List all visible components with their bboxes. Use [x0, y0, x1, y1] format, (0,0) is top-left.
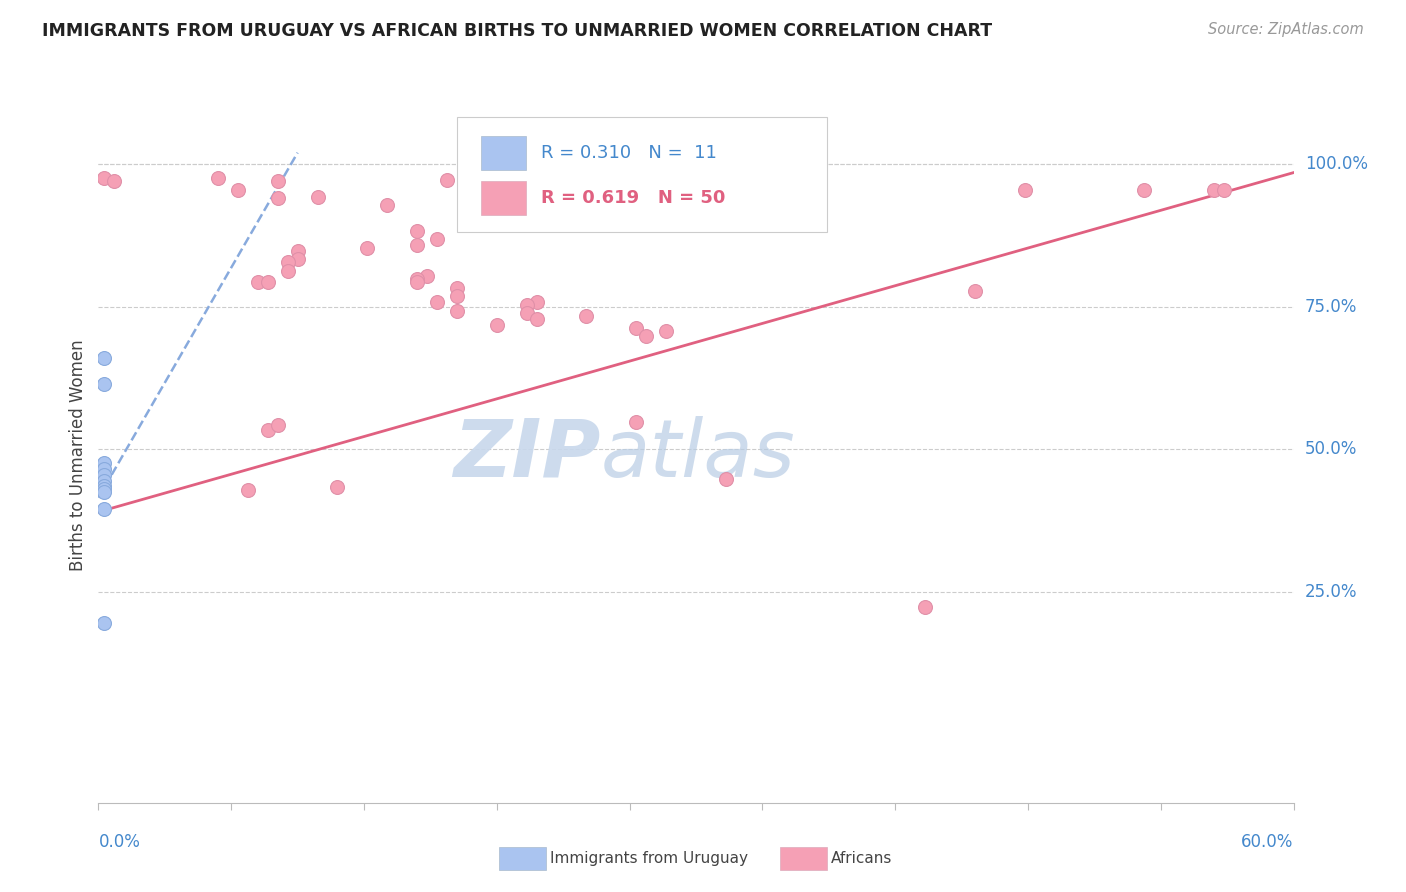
Text: ZIP: ZIP — [453, 416, 600, 494]
Point — [356, 241, 378, 255]
Point — [485, 173, 508, 187]
Point — [277, 255, 299, 269]
Text: atlas: atlas — [600, 416, 796, 494]
Point — [714, 472, 737, 486]
Point — [1212, 183, 1234, 197]
Point — [406, 272, 429, 286]
Point — [93, 479, 115, 493]
Text: IMMIGRANTS FROM URUGUAY VS AFRICAN BIRTHS TO UNMARRIED WOMEN CORRELATION CHART: IMMIGRANTS FROM URUGUAY VS AFRICAN BIRTH… — [42, 22, 993, 40]
Y-axis label: Births to Unmarried Women: Births to Unmarried Women — [69, 339, 87, 571]
Point — [406, 238, 429, 252]
Point — [446, 281, 468, 295]
Text: 25.0%: 25.0% — [1305, 582, 1357, 601]
Point — [636, 329, 658, 343]
Point — [426, 232, 449, 246]
Point — [287, 244, 309, 258]
Point — [326, 480, 349, 494]
Bar — [481, 136, 526, 169]
Point — [93, 485, 115, 500]
Point — [426, 295, 449, 310]
Point — [446, 289, 468, 303]
Text: R = 0.619   N = 50: R = 0.619 N = 50 — [540, 189, 725, 207]
Point — [655, 324, 678, 338]
Text: Africans: Africans — [831, 851, 893, 865]
Point — [456, 210, 478, 224]
Point — [406, 275, 429, 289]
Point — [267, 174, 290, 188]
Point — [1202, 183, 1225, 197]
Point — [267, 191, 290, 205]
Point — [256, 424, 278, 438]
Point — [93, 502, 115, 516]
Point — [575, 310, 598, 324]
Point — [526, 312, 548, 326]
Point — [93, 457, 115, 471]
Point — [103, 174, 125, 188]
Text: R = 0.310   N =  11: R = 0.310 N = 11 — [540, 144, 717, 162]
Text: 60.0%: 60.0% — [1241, 833, 1294, 851]
Point — [287, 252, 309, 267]
Point — [475, 180, 498, 194]
Point — [416, 269, 439, 284]
Point — [485, 318, 508, 332]
Point — [93, 467, 115, 482]
Text: Immigrants from Uruguay: Immigrants from Uruguay — [550, 851, 748, 865]
Point — [93, 171, 115, 186]
Point — [375, 198, 398, 212]
Point — [526, 295, 548, 310]
Point — [624, 415, 647, 429]
Point — [624, 320, 647, 334]
Point — [446, 303, 468, 318]
Point — [93, 351, 115, 365]
Text: 100.0%: 100.0% — [1305, 155, 1368, 173]
Point — [246, 275, 269, 289]
Point — [226, 183, 249, 197]
Point — [93, 474, 115, 488]
Point — [236, 483, 259, 498]
Point — [436, 173, 458, 187]
FancyBboxPatch shape — [457, 118, 827, 232]
Point — [267, 417, 290, 432]
Point — [207, 171, 229, 186]
Point — [93, 482, 115, 496]
Point — [277, 263, 299, 277]
Point — [93, 616, 115, 631]
Point — [93, 376, 115, 391]
Text: 75.0%: 75.0% — [1305, 298, 1357, 316]
Point — [307, 190, 329, 204]
Point — [406, 224, 429, 238]
Point — [516, 306, 538, 320]
Point — [516, 298, 538, 312]
Bar — [481, 181, 526, 215]
Text: 50.0%: 50.0% — [1305, 441, 1357, 458]
Point — [1014, 183, 1036, 197]
Point — [963, 284, 986, 298]
Point — [93, 462, 115, 476]
Point — [1133, 183, 1156, 197]
Text: 0.0%: 0.0% — [98, 833, 141, 851]
Point — [914, 600, 936, 615]
Point — [256, 275, 278, 289]
Text: Source: ZipAtlas.com: Source: ZipAtlas.com — [1208, 22, 1364, 37]
